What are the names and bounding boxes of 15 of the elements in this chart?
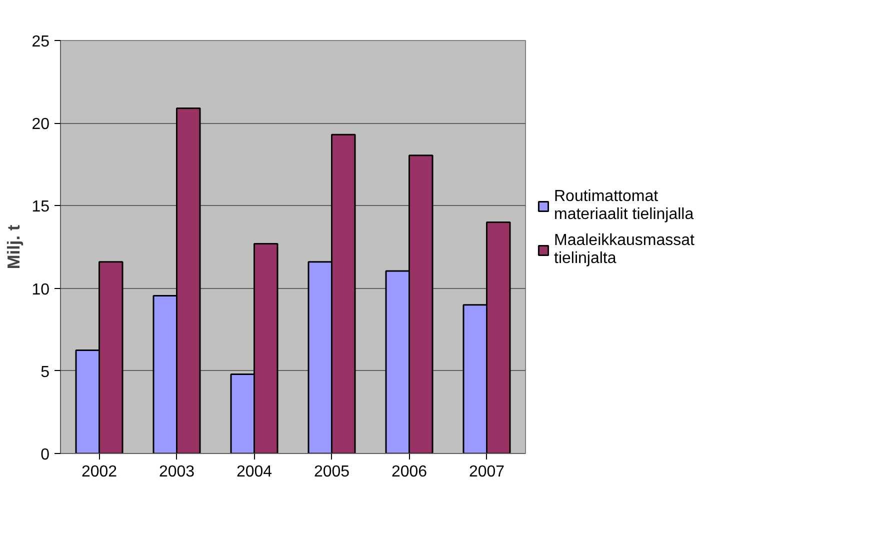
y-tick-label: 15: [32, 198, 50, 216]
x-tick-label: 2002: [81, 464, 118, 480]
x-tick-label: 2005: [314, 464, 350, 480]
x-tick-label: 2004: [236, 464, 272, 480]
y-tick-label: 0: [40, 446, 50, 464]
x-tick-label: 2007: [468, 464, 505, 480]
x-tick-label: 2006: [391, 464, 428, 480]
y-tick-label: 25: [32, 34, 50, 50]
y-axis-title: Milj. t: [4, 224, 24, 270]
y-tick-label: 20: [32, 116, 50, 134]
legend-label: Maaleikkausmassat tielinjalta: [554, 232, 694, 268]
x-tick-label: 2003: [158, 464, 195, 480]
legend-label: Routimattomat materiaalit tielinjalla: [554, 188, 694, 224]
y-tick-label: 5: [40, 364, 50, 381]
y-tick-label: 10: [32, 281, 50, 298]
